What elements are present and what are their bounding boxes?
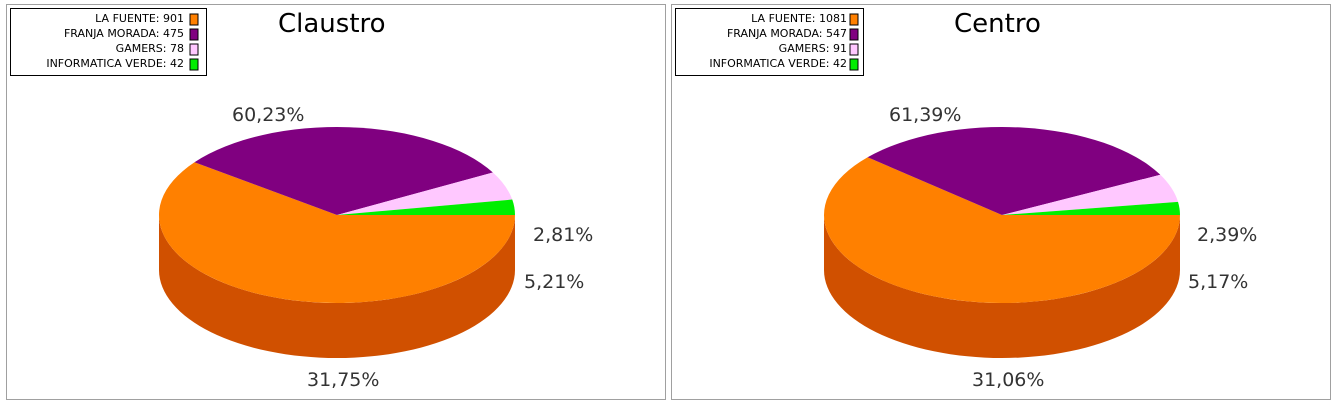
percent-label-la-fuente: 60,23% xyxy=(232,104,304,126)
pie-slice-informatica-verde xyxy=(337,199,515,215)
pie-chart xyxy=(159,126,515,358)
pie-slice-la-fuente xyxy=(159,162,515,303)
percent-label-gamers: 5,21% xyxy=(524,271,584,293)
pie-side-la-fuente xyxy=(159,215,515,358)
percent-label-gamers: 5,17% xyxy=(1188,271,1248,293)
legend-label-gamers: GAMERS: 78 xyxy=(116,42,184,55)
legend-box xyxy=(675,8,864,76)
legend-swatch-la-fuente xyxy=(849,13,859,26)
chart-panel-centro: LA FUENTE: 1081 FRANJA MORADA: 547 GAMER… xyxy=(671,4,1331,400)
percent-label-informatica-verde: 2,81% xyxy=(533,224,593,246)
legend-label-la-fuente: LA FUENTE: 901 xyxy=(95,12,184,25)
pie-slice-la-fuente xyxy=(823,157,1180,304)
legend-swatch-gamers xyxy=(189,43,199,56)
legend-swatch-franja-morada xyxy=(189,28,199,41)
legend-label-informatica-verde: INFORMATICA VERDE: 42 xyxy=(46,57,184,70)
legend-label-franja-morada: FRANJA MORADA: 475 xyxy=(64,27,184,40)
pie-slice-informatica-verde xyxy=(1002,201,1180,215)
chart-panel-claustro: LA FUENTE: 901 FRANJA MORADA: 475 GAMERS… xyxy=(6,4,666,400)
legend-label-informatica-verde: INFORMATICA VERDE: 42 xyxy=(709,57,847,70)
pie-slice-franja-morada xyxy=(194,126,493,215)
pie-slice-franja-morada xyxy=(867,127,1161,215)
legend-swatch-informatica-verde xyxy=(189,58,199,71)
percent-label-franja-morada: 31,75% xyxy=(307,369,379,391)
pie-sides xyxy=(824,215,1180,358)
chart-title: Centro xyxy=(954,9,1041,39)
pie-slice-gamers xyxy=(337,172,513,215)
chart-claustro-svg: LA FUENTE: 901 FRANJA MORADA: 475 GAMERS… xyxy=(10,8,593,391)
pie-chart xyxy=(823,127,1180,358)
pie-side-la-fuente xyxy=(824,215,1180,358)
pie-tops xyxy=(159,126,515,303)
pie-tops xyxy=(823,127,1180,304)
chart-centro-svg: LA FUENTE: 1081 FRANJA MORADA: 547 GAMER… xyxy=(675,8,1257,391)
chart-title: Claustro xyxy=(278,9,386,39)
pie-sides xyxy=(159,215,515,358)
legend-box xyxy=(10,8,207,76)
legend-swatch-gamers xyxy=(849,43,859,56)
legend-label-la-fuente: LA FUENTE: 1081 xyxy=(751,12,847,25)
pie-slice-gamers xyxy=(1002,174,1179,215)
legend-label-franja-morada: FRANJA MORADA: 547 xyxy=(727,27,847,40)
legend-swatch-informatica-verde xyxy=(849,58,859,71)
legend: LA FUENTE: 901 FRANJA MORADA: 475 GAMERS… xyxy=(10,8,207,76)
legend-label-gamers: GAMERS: 91 xyxy=(779,42,847,55)
legend-swatch-franja-morada xyxy=(849,28,859,41)
percent-label-la-fuente: 61,39% xyxy=(889,104,961,126)
percent-label-franja-morada: 31,06% xyxy=(972,369,1044,391)
legend: LA FUENTE: 1081 FRANJA MORADA: 547 GAMER… xyxy=(675,8,864,76)
percent-label-informatica-verde: 2,39% xyxy=(1197,224,1257,246)
legend-swatch-la-fuente xyxy=(189,13,199,26)
